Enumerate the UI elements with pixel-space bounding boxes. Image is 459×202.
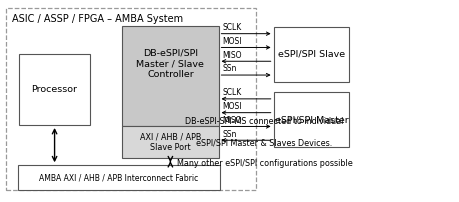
Text: eSPI/SPI Master & Slaves Devices.: eSPI/SPI Master & Slaves Devices. — [196, 138, 332, 147]
FancyBboxPatch shape — [122, 126, 218, 158]
Text: Processor: Processor — [32, 85, 78, 94]
FancyBboxPatch shape — [273, 27, 348, 82]
Text: DB-eSPI-SPI-MS connected to individual: DB-eSPI-SPI-MS connected to individual — [185, 117, 343, 126]
FancyBboxPatch shape — [273, 92, 348, 147]
Text: ASIC / ASSP / FPGA – AMBA System: ASIC / ASSP / FPGA – AMBA System — [11, 14, 182, 24]
Text: eSPI/SPI Master: eSPI/SPI Master — [274, 115, 347, 124]
Text: MISO: MISO — [222, 51, 241, 60]
FancyBboxPatch shape — [122, 26, 218, 126]
FancyBboxPatch shape — [18, 165, 219, 190]
FancyBboxPatch shape — [19, 54, 90, 125]
Text: Many other eSPI/SPI configurations possible: Many other eSPI/SPI configurations possi… — [176, 159, 352, 168]
Text: MISO: MISO — [222, 116, 241, 125]
Text: SCLK: SCLK — [222, 23, 241, 32]
Text: SSn: SSn — [222, 130, 236, 139]
Text: eSPI/SPI Slave: eSPI/SPI Slave — [277, 50, 344, 59]
FancyBboxPatch shape — [6, 8, 256, 190]
Text: MOSI: MOSI — [222, 102, 241, 111]
Text: SSn: SSn — [222, 64, 236, 74]
Text: SCLK: SCLK — [222, 88, 241, 97]
Text: AMBA AXI / AHB / APB Interconnect Fabric: AMBA AXI / AHB / APB Interconnect Fabric — [39, 173, 198, 182]
Text: AXI / AHB / APB
Slave Port: AXI / AHB / APB Slave Port — [140, 133, 201, 152]
Text: MOSI: MOSI — [222, 37, 241, 46]
Text: DB-eSPI/SPI
Master / Slave
Controller: DB-eSPI/SPI Master / Slave Controller — [136, 49, 204, 79]
